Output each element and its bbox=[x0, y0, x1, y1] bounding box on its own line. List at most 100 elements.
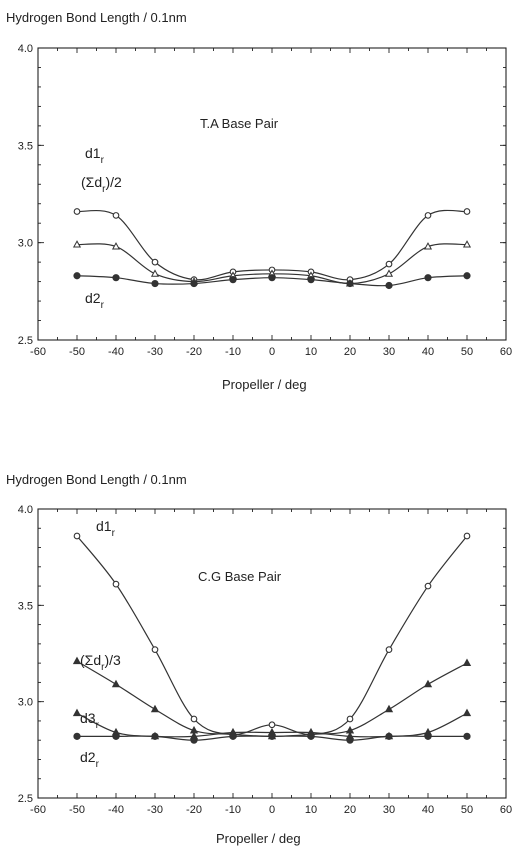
data-point-circle-filled bbox=[151, 279, 159, 288]
data-point-circle-filled bbox=[190, 736, 198, 744]
data-point-circle-open bbox=[424, 212, 432, 219]
x-tick-label: 10 bbox=[305, 804, 317, 816]
data-point-triangle-filled bbox=[384, 704, 394, 713]
series-group bbox=[72, 208, 472, 290]
data-point-circle-open bbox=[151, 258, 159, 266]
data-point-triangle-filled bbox=[150, 704, 160, 713]
series-group bbox=[72, 532, 472, 744]
y-tick-label: 3.0 bbox=[18, 238, 33, 250]
y-tick-label: 3.5 bbox=[18, 600, 33, 612]
x-tick-label: -40 bbox=[108, 804, 124, 816]
data-point-circle-filled bbox=[463, 272, 471, 280]
y-axis-label: Hydrogen Bond Length / 0.1nm bbox=[6, 472, 187, 487]
data-point-circle-open bbox=[73, 208, 81, 215]
series-label: d2r bbox=[80, 749, 100, 770]
chart-title: C.G Base Pair bbox=[198, 569, 282, 584]
y-tick-label: 2.5 bbox=[18, 335, 33, 347]
x-tick-label: -20 bbox=[186, 804, 202, 816]
x-tick-label: -20 bbox=[186, 346, 202, 358]
data-point-circle-open bbox=[346, 715, 354, 723]
data-point-circle-open bbox=[385, 646, 393, 653]
data-point-circle-filled bbox=[268, 732, 276, 740]
data-point-triangle-filled bbox=[72, 708, 82, 717]
data-point-circle-filled bbox=[73, 732, 81, 740]
data-point-circle-filled bbox=[346, 279, 354, 288]
x-tick-label: 60 bbox=[500, 804, 512, 816]
data-point-circle-open bbox=[385, 260, 393, 268]
data-point-triangle-filled bbox=[462, 708, 472, 717]
x-tick-label: 50 bbox=[461, 346, 473, 358]
series-line bbox=[76, 535, 468, 736]
y-axis-label: Hydrogen Bond Length / 0.1nm bbox=[6, 10, 187, 25]
data-point-circle-filled bbox=[463, 732, 471, 740]
x-tick-label: 60 bbox=[500, 346, 512, 358]
x-tick-label: -50 bbox=[69, 804, 85, 816]
data-point-circle-open bbox=[190, 715, 198, 723]
data-point-circle-filled bbox=[424, 274, 432, 282]
data-point-circle-filled bbox=[385, 732, 393, 740]
series-label: d3r bbox=[80, 710, 100, 731]
data-point-triangle-filled bbox=[111, 679, 121, 688]
data-point-circle-open bbox=[112, 212, 120, 219]
x-axis-label: Propeller / deg bbox=[216, 831, 301, 846]
y-tick-label: 4.0 bbox=[18, 504, 33, 516]
x-tick-label: -60 bbox=[30, 804, 46, 816]
data-point-circle-filled bbox=[307, 732, 315, 740]
data-point-circle-filled bbox=[112, 274, 120, 282]
axes: -60 -50 -40 -30 -20 -10 0 10 20 30 40 50 60 2.5 3.0 3.5… bbox=[18, 43, 512, 358]
x-tick-label: 30 bbox=[383, 346, 395, 358]
series-label: (Σdr)/2 bbox=[81, 174, 122, 195]
data-point-triangle-filled bbox=[72, 656, 82, 665]
data-point-circle-filled bbox=[151, 732, 159, 740]
data-point-circle-open bbox=[112, 580, 120, 588]
x-tick-label: -60 bbox=[30, 346, 46, 358]
x-tick-label: 50 bbox=[461, 804, 473, 816]
data-point-circle-open bbox=[268, 721, 276, 729]
data-point-circle-filled bbox=[190, 279, 198, 288]
data-point-circle-open bbox=[463, 532, 471, 540]
data-point-triangle-open bbox=[462, 240, 472, 248]
y-tick-label: 3.5 bbox=[18, 140, 33, 152]
chart-title: T.A Base Pair bbox=[200, 116, 279, 131]
series-label: (Σdr)/3 bbox=[80, 652, 121, 673]
x-tick-label: 0 bbox=[269, 804, 275, 816]
data-point-circle-filled bbox=[73, 272, 81, 280]
y-tick-label: 4.0 bbox=[18, 43, 33, 55]
x-tick-label: -50 bbox=[69, 346, 85, 358]
series-label: d1r bbox=[96, 518, 116, 539]
x-tick-label: -40 bbox=[108, 346, 124, 358]
plot-frame bbox=[37, 47, 507, 341]
data-point-circle-open bbox=[463, 208, 471, 215]
data-point-triangle-open bbox=[384, 269, 394, 277]
x-tick-label: 20 bbox=[344, 346, 356, 358]
data-point-triangle-filled bbox=[423, 679, 433, 688]
x-tick-label: -30 bbox=[147, 804, 163, 816]
x-tick-label: 10 bbox=[305, 346, 317, 358]
x-tick-label: 20 bbox=[344, 804, 356, 816]
data-point-circle-filled bbox=[385, 281, 393, 290]
data-point-triangle-open bbox=[423, 242, 433, 250]
y-tick-label: 2.5 bbox=[18, 793, 33, 805]
series-label: d2r bbox=[85, 290, 105, 311]
data-point-circle-filled bbox=[112, 732, 120, 740]
axes: -60 -50 -40 -30 -20 -10 0 10 20 30 40 50 60 2.5 3.0 3.5… bbox=[18, 504, 512, 816]
data-point-circle-open bbox=[151, 646, 159, 653]
series-labels: d1r (Σdr)/3 d3r d2r bbox=[80, 518, 121, 770]
data-point-triangle-open bbox=[111, 242, 121, 250]
x-tick-label: -10 bbox=[225, 346, 241, 358]
series-labels: d1r (Σdr)/2 d2r bbox=[81, 145, 122, 311]
data-point-circle-filled bbox=[268, 274, 276, 282]
data-point-triangle-filled bbox=[462, 658, 472, 667]
data-point-circle-filled bbox=[229, 732, 237, 740]
data-point-circle-filled bbox=[346, 736, 354, 744]
x-tick-label: 40 bbox=[422, 804, 434, 816]
x-tick-label: -30 bbox=[147, 346, 163, 358]
x-tick-label: 30 bbox=[383, 804, 395, 816]
series-label: d1r bbox=[85, 145, 105, 166]
data-point-circle-open bbox=[424, 582, 432, 590]
panel-cg: Hydrogen Bond Length / 0.1nm C.G Base Pa… bbox=[6, 472, 512, 846]
data-point-circle-open bbox=[73, 532, 81, 540]
y-tick-label: 3.0 bbox=[18, 697, 33, 709]
data-point-triangle-open bbox=[72, 240, 82, 248]
